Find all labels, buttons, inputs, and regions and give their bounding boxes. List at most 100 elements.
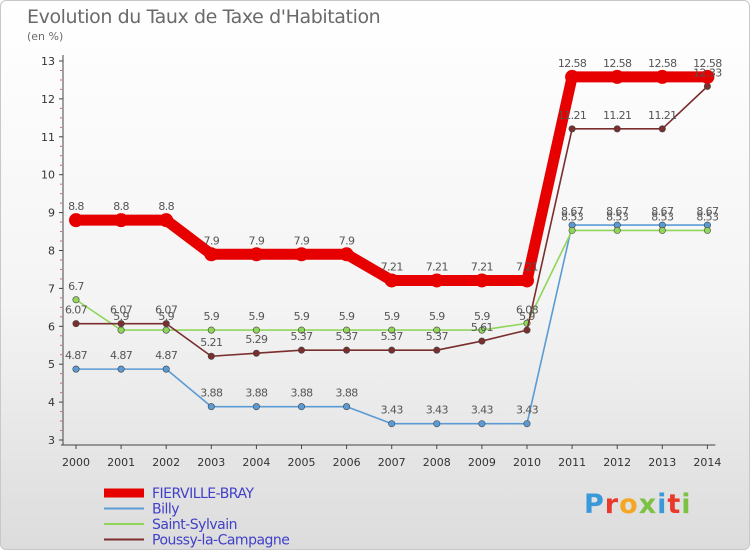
y-tick-label: 5 (48, 358, 55, 371)
x-tick-label: 2003 (197, 456, 225, 469)
logo-letter: o (619, 489, 639, 520)
data-label: 12.58 (558, 57, 587, 70)
data-label: 5.9 (339, 310, 355, 323)
data-label: 7.21 (471, 260, 493, 273)
x-tick-label: 2014 (693, 456, 721, 469)
logo-letter: P (584, 489, 605, 520)
data-point (520, 273, 534, 288)
data-point (117, 365, 125, 373)
data-label: 5.9 (474, 310, 490, 323)
data-point (207, 326, 215, 334)
x-tick-label: 2011 (558, 456, 586, 469)
data-point (252, 403, 260, 411)
x-tick-label: 2007 (378, 456, 406, 469)
data-point (339, 247, 354, 262)
logo-letter: x (638, 489, 658, 520)
data-point (568, 125, 576, 133)
data-label: 8.53 (651, 210, 674, 223)
data-label: 6.08 (516, 303, 539, 316)
data-label: 11.21 (558, 109, 587, 122)
legend-label: Poussy-la-Campagne (152, 533, 289, 549)
x-tick-label: 2008 (423, 456, 451, 469)
x-tick-label: 2000 (62, 456, 90, 469)
data-point (162, 365, 170, 373)
x-tick-label: 2006 (333, 456, 361, 469)
data-point (700, 69, 715, 84)
data-label: 7.21 (426, 260, 448, 273)
logo-letter: i (681, 489, 692, 520)
data-label: 8.53 (606, 210, 629, 223)
x-tick-label: 2004 (242, 456, 270, 469)
data-label: 8.67 (606, 205, 629, 218)
chart-subtitle: (en %) (27, 30, 64, 43)
data-label: 5.37 (290, 330, 313, 343)
data-label: 8.8 (158, 200, 174, 213)
data-label: 8.53 (561, 210, 584, 223)
data-point (703, 82, 711, 90)
data-label: 7.9 (294, 234, 310, 247)
data-point (117, 326, 125, 334)
data-point (384, 273, 399, 288)
data-label: 3.43 (381, 404, 404, 417)
data-point (478, 326, 486, 334)
data-label: 7.9 (203, 234, 219, 247)
data-label: 12.58 (648, 57, 677, 70)
x-tick-label: 2001 (107, 456, 135, 469)
data-label: 11.21 (603, 109, 632, 122)
y-tick-label: 7 (48, 282, 55, 295)
data-label: 4.87 (65, 349, 88, 362)
x-tick-label: 2009 (468, 456, 496, 469)
x-tick-label: 2012 (603, 456, 631, 469)
data-point (433, 326, 441, 334)
data-point (703, 226, 711, 234)
legend-label: Saint-Sylvain (152, 517, 237, 533)
data-label: 8.8 (113, 200, 129, 213)
data-label: 7.9 (249, 234, 265, 247)
data-point (252, 349, 260, 357)
data-point (207, 352, 215, 360)
data-point (249, 247, 264, 262)
data-label: 12.58 (693, 57, 722, 70)
data-label: 3.43 (471, 404, 494, 417)
data-label: 6.07 (110, 304, 133, 317)
x-tick-label: 2010 (513, 456, 541, 469)
x-tick-label: 2005 (288, 456, 316, 469)
y-tick-label: 10 (41, 169, 55, 182)
data-label: 3.43 (426, 404, 449, 417)
data-label: 5.9 (113, 310, 129, 323)
data-label: 5.9 (429, 310, 445, 323)
data-point (478, 337, 486, 345)
y-tick-label: 9 (48, 207, 55, 220)
data-label: 5.9 (203, 310, 219, 323)
data-point (159, 213, 174, 228)
data-point (658, 226, 666, 234)
data-label: 5.37 (336, 330, 359, 343)
data-label: 8.67 (651, 205, 674, 218)
data-label: 5.9 (249, 310, 265, 323)
logo-letter: t (667, 489, 682, 520)
data-point (207, 403, 215, 411)
data-point (204, 247, 219, 262)
chart-title: Evolution du Taux de Taxe d'Habitation (27, 6, 381, 28)
data-label: 5.37 (426, 330, 449, 343)
data-label: 5.21 (200, 336, 222, 349)
data-label: 3.43 (516, 404, 539, 417)
data-label: 5.9 (384, 310, 400, 323)
data-point (162, 320, 170, 328)
y-tick-label: 8 (48, 245, 55, 258)
data-label: 8.8 (68, 200, 84, 213)
data-point (478, 420, 486, 428)
data-label: 3.88 (245, 387, 268, 400)
data-point (523, 326, 531, 334)
data-point (297, 326, 305, 334)
data-point (114, 213, 129, 228)
data-label: 5.29 (245, 333, 268, 346)
legend-label: FIERVILLE-BRAY (152, 486, 254, 502)
data-point (343, 326, 351, 334)
data-label: 5.9 (158, 310, 174, 323)
data-point (610, 69, 625, 84)
data-label: 4.87 (110, 349, 133, 362)
x-tick-label: 2002 (152, 456, 180, 469)
